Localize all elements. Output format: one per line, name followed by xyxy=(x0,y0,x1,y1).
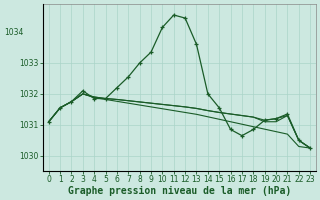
Text: 1034: 1034 xyxy=(4,28,24,37)
X-axis label: Graphe pression niveau de la mer (hPa): Graphe pression niveau de la mer (hPa) xyxy=(68,186,291,196)
